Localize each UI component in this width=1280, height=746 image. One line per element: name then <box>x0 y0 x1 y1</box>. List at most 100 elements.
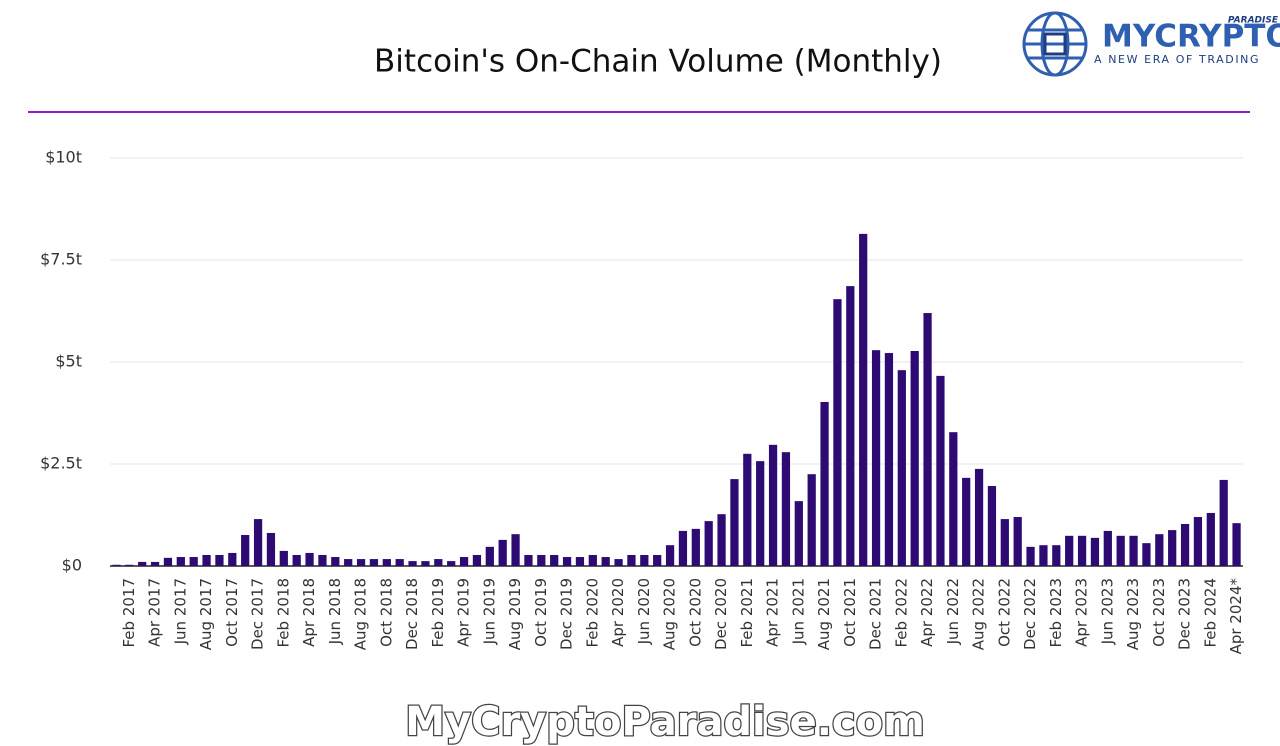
x-tick-label: Dec 2018 <box>403 578 421 650</box>
bar <box>614 559 623 566</box>
bar <box>807 474 816 566</box>
x-tick-label: Dec 2020 <box>712 578 730 650</box>
y-tick-label: $5t <box>55 352 82 371</box>
bar <box>176 557 185 566</box>
bar <box>1103 530 1112 566</box>
bar <box>395 559 404 566</box>
x-tick-label: Aug 2022 <box>970 578 988 650</box>
bar <box>202 554 211 566</box>
bar <box>794 501 803 566</box>
bar <box>550 554 559 566</box>
x-tick-label: Feb 2024 <box>1201 578 1219 648</box>
bar <box>1052 545 1061 566</box>
bar <box>562 557 572 566</box>
bar <box>266 532 276 566</box>
x-tick-label: Oct 2023 <box>1150 578 1168 647</box>
bar <box>936 375 945 566</box>
x-tick-label: Apr 2022 <box>918 578 936 647</box>
bar <box>524 554 533 566</box>
bar <box>640 554 649 566</box>
bar <box>356 559 366 566</box>
x-tick-label: Oct 2019 <box>532 578 550 647</box>
x-tick-label: Feb 2019 <box>429 578 447 648</box>
bar <box>138 561 147 566</box>
bar <box>292 554 301 566</box>
x-tick-label: Apr 2024* <box>1227 578 1245 655</box>
bar <box>1206 512 1215 566</box>
bar <box>730 479 739 566</box>
bar <box>1077 535 1087 566</box>
bar <box>447 561 456 566</box>
logo-tagline: A NEW ERA OF TRADING <box>1094 53 1260 66</box>
watermark: MyCryptoParadise.com <box>405 699 925 745</box>
bar <box>949 432 958 566</box>
x-tick-label: Oct 2020 <box>686 578 704 647</box>
y-tick-label: $10t <box>45 148 82 167</box>
bar <box>820 401 829 566</box>
bar <box>1232 523 1241 566</box>
x-tick-label: Oct 2021 <box>841 578 859 647</box>
x-tick-label: Jun 2023 <box>1098 578 1116 645</box>
bar <box>575 557 585 566</box>
x-tick-label: Jun 2017 <box>171 578 189 645</box>
bar <box>1219 479 1228 566</box>
bar <box>691 528 700 566</box>
bar <box>1155 534 1164 566</box>
x-tick-label: Oct 2018 <box>377 578 395 647</box>
bar <box>923 313 932 566</box>
bar <box>1193 517 1203 566</box>
x-tick-label: Feb 2018 <box>274 578 292 648</box>
bar <box>601 557 610 566</box>
x-tick-label: Aug 2021 <box>815 578 833 650</box>
y-tick-label: $2.5t <box>40 454 82 473</box>
bar <box>897 370 906 566</box>
x-tick-label: Feb 2021 <box>738 578 756 648</box>
bar <box>1180 523 1190 566</box>
bar <box>627 554 636 566</box>
x-tick-label: Apr 2023 <box>1073 578 1091 647</box>
x-tick-label: Jun 2022 <box>944 578 962 645</box>
bar <box>1026 546 1035 566</box>
logo-globe <box>1022 11 1088 77</box>
bar <box>1129 535 1138 566</box>
bar <box>344 559 353 566</box>
x-tick-label: Aug 2020 <box>661 578 679 650</box>
bar <box>665 545 675 566</box>
bar <box>962 477 971 566</box>
x-tick-label: Feb 2022 <box>892 578 910 648</box>
x-tick-label: Jun 2020 <box>635 578 653 645</box>
bar <box>369 559 379 566</box>
x-tick-label: Dec 2017 <box>249 578 267 650</box>
x-tick-label: Apr 2018 <box>300 578 318 647</box>
chart-title: Bitcoin's On-Chain Volume (Monthly) <box>374 44 942 80</box>
bar <box>768 444 778 566</box>
bar <box>1168 530 1177 566</box>
x-tick-label: Dec 2022 <box>1021 578 1039 650</box>
x-tick-label: Jun 2021 <box>789 578 807 645</box>
bar <box>987 486 997 566</box>
x-tick-label: Oct 2022 <box>995 578 1013 647</box>
bar <box>1000 519 1009 566</box>
bar <box>910 350 919 566</box>
x-tick-label: Jun 2018 <box>326 578 344 645</box>
bar <box>112 564 121 566</box>
bar <box>704 521 713 566</box>
bar <box>717 514 726 566</box>
bar <box>189 557 198 566</box>
logo-name: MYCRYPTO <box>1102 19 1280 55</box>
x-tick-label: Dec 2021 <box>867 578 885 650</box>
bar <box>1013 517 1022 566</box>
x-tick-label: Jun 2019 <box>480 578 498 645</box>
x-tick-label: Apr 2019 <box>455 578 473 647</box>
x-tick-label: Feb 2023 <box>1047 578 1065 648</box>
bar <box>1065 535 1074 566</box>
bar <box>241 534 250 566</box>
x-tick-label: Feb 2017 <box>120 578 138 648</box>
bar <box>653 554 662 566</box>
bar <box>318 554 327 566</box>
bar <box>421 561 430 566</box>
bar <box>846 286 855 566</box>
bar <box>1116 535 1125 566</box>
bar <box>305 552 314 566</box>
bar <box>1090 537 1100 566</box>
